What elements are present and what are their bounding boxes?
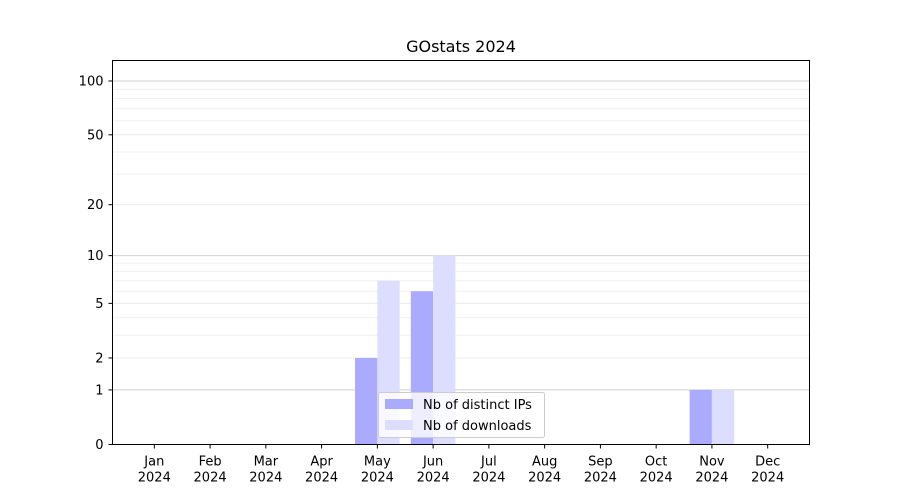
y-tick-label: 5 [95, 297, 103, 312]
y-tick-label: 100 [79, 74, 104, 89]
x-tick-label: Sep 2024 [584, 455, 617, 486]
bar-distinct-ips [355, 357, 378, 445]
x-tick-label-month: Feb [199, 455, 222, 470]
bar-distinct-ips [689, 389, 712, 445]
x-tick-label-year: 2024 [640, 471, 673, 486]
x-tick-label: Jun 2024 [417, 455, 450, 486]
x-tick-label: Apr 2024 [305, 455, 338, 486]
x-tick-label-month: Jan [143, 455, 164, 470]
legend: Nb of distinct IPs Nb of downloads [378, 392, 545, 438]
x-tick-label-month: Sep [588, 455, 613, 470]
x-tick-label-month: Oct [645, 455, 667, 470]
plot-frame [112, 60, 810, 445]
legend-swatch-downloads [385, 420, 413, 430]
chart-title: GOstats 2024 [406, 37, 516, 56]
x-tick-label-year: 2024 [584, 471, 617, 486]
y-tick-label: 20 [87, 198, 104, 213]
y-tick-label: 2 [95, 351, 103, 366]
bar-downloads [711, 389, 735, 445]
x-tick-label: May 2024 [361, 455, 394, 486]
x-tick-label-month: Mar [254, 455, 279, 470]
x-tick-label-month: Dec [755, 455, 780, 470]
x-tick-label: Mar 2024 [249, 455, 282, 486]
x-tick-label: Jan 2024 [138, 455, 171, 486]
x-tick-label-year: 2024 [472, 471, 505, 486]
x-tick-label-month: Jun [422, 455, 443, 470]
x-tick-label-year: 2024 [138, 471, 171, 486]
x-tick-label: Aug 2024 [528, 455, 561, 486]
x-tick-label-year: 2024 [751, 471, 784, 486]
x-tick-label: Oct 2024 [640, 455, 673, 486]
legend-label-ips: Nb of distinct IPs [423, 398, 532, 413]
y-tick-label: 50 [87, 128, 104, 143]
x-tick-label-year: 2024 [194, 471, 227, 486]
x-tick-label-year: 2024 [361, 471, 394, 486]
x-tick-label-month: Apr [310, 455, 333, 470]
x-tick-label-year: 2024 [528, 471, 561, 486]
x-tick-label-year: 2024 [249, 471, 282, 486]
y-axis: 0 1 2 5 10 20 50 100 [79, 74, 113, 453]
y-tick-label: 1 [95, 383, 103, 398]
x-tick-label-year: 2024 [305, 471, 338, 486]
x-tick-label: Feb 2024 [194, 455, 227, 486]
x-tick-label: Nov 2024 [695, 455, 728, 486]
x-tick-label-month: Nov [699, 455, 725, 470]
x-tick-label-month: May [364, 455, 391, 470]
legend-swatch-ips [385, 399, 413, 409]
x-tick-label-month: Aug [532, 455, 557, 470]
y-tick-label: 0 [95, 438, 103, 453]
x-tick-label-year: 2024 [695, 471, 728, 486]
x-tick-label-month: Jul [480, 455, 497, 470]
y-tick-label: 10 [87, 249, 104, 264]
x-tick-label: Jul 2024 [472, 455, 505, 486]
legend-box [378, 392, 545, 438]
x-tick-label: Dec 2024 [751, 455, 784, 486]
legend-label-downloads: Nb of downloads [423, 419, 532, 434]
x-tick-label-year: 2024 [417, 471, 450, 486]
